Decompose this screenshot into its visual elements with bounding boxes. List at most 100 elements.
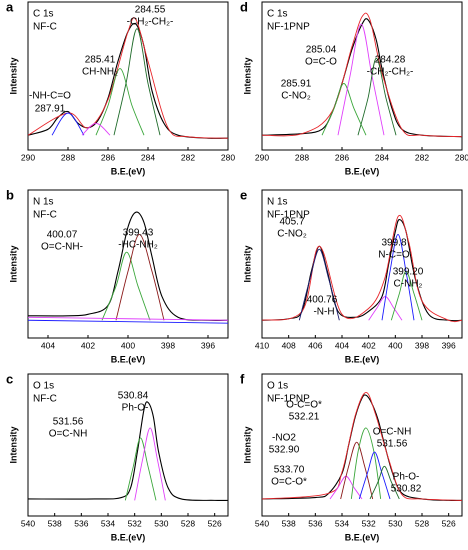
panel-title: N 1s bbox=[33, 197, 54, 208]
y-axis-label: Intensity bbox=[242, 426, 252, 463]
panel: a C 1s NF-C Intensity B.E.(eV) 290 288 286 284 28… bbox=[6, 0, 235, 176]
peak-annotation: O-C=O* bbox=[286, 400, 322, 411]
x-tick-label: 284 bbox=[141, 152, 155, 162]
x-tick-label: 280 bbox=[221, 152, 235, 162]
spectrum-line bbox=[28, 211, 228, 322]
x-tick-label: 536 bbox=[308, 518, 322, 528]
series-group bbox=[262, 392, 462, 502]
peak-annotation: 399.43 bbox=[123, 228, 154, 239]
peak-annotation: 284.28 bbox=[375, 55, 406, 66]
peak-annotation: -HC-NH₂ bbox=[118, 240, 158, 251]
y-axis-label: Intensity bbox=[8, 57, 18, 94]
x-tick-label: 532 bbox=[362, 518, 376, 528]
x-tick-label: 410 bbox=[255, 340, 269, 350]
peak-annotation: -NO2 bbox=[272, 433, 296, 444]
peak-annotation: -CH₂-CH₂- bbox=[367, 67, 414, 78]
peak-annotation: O=C-O* bbox=[271, 477, 307, 488]
panel-subtitle: NF-1PNP bbox=[267, 394, 310, 405]
peak-annotation: 531.56 bbox=[53, 417, 84, 428]
spectrum-line bbox=[115, 233, 165, 321]
spectrum-line bbox=[350, 427, 382, 500]
x-tick-label: 406 bbox=[308, 340, 322, 350]
spectrum-line bbox=[81, 122, 111, 136]
panel: f O 1s NF-1PNP Intensity B.E.(eV) 540 538 536 53… bbox=[240, 371, 463, 542]
panel-title: O 1s bbox=[33, 381, 54, 392]
x-tick-label: 528 bbox=[181, 518, 195, 528]
spectrum-line bbox=[124, 437, 157, 501]
spectrum-line bbox=[358, 451, 391, 500]
x-tick-label: 286 bbox=[101, 152, 115, 162]
peak-annotation: 287.91 bbox=[35, 104, 66, 115]
x-tick-label: 284 bbox=[375, 152, 389, 162]
spectrum-line bbox=[113, 28, 161, 136]
x-tick-label: 534 bbox=[101, 518, 115, 528]
x-tick-label: 540 bbox=[21, 518, 35, 528]
x-tick-label: 396 bbox=[442, 340, 456, 350]
spectrum-line bbox=[28, 401, 228, 502]
spectrum-line bbox=[95, 68, 145, 136]
panel-title: C 1s bbox=[33, 9, 54, 20]
spectrum-line bbox=[28, 22, 228, 139]
peak-annotation: 533.70 bbox=[274, 465, 305, 476]
spectrum-line bbox=[262, 394, 462, 502]
spectrum-line bbox=[134, 427, 166, 501]
plot-frame bbox=[261, 373, 463, 517]
y-axis-label: Intensity bbox=[8, 245, 18, 282]
x-tick-label: 526 bbox=[208, 518, 222, 528]
x-tick-label: 290 bbox=[255, 152, 269, 162]
series-group bbox=[28, 17, 228, 139]
peak-annotation: 405.7 bbox=[279, 217, 304, 228]
spectrum-line bbox=[329, 475, 363, 500]
peak-annotation: 532.90 bbox=[269, 445, 300, 456]
x-tick-label: 398 bbox=[161, 340, 175, 350]
panel-letter: c bbox=[6, 371, 13, 386]
panel: e N 1s NF-1PNP Intensity B.E.(eV) 410 408 406 40… bbox=[240, 187, 463, 364]
spectrum-line bbox=[340, 441, 374, 500]
panel-title: N 1s bbox=[267, 197, 288, 208]
peak-annotation: O=C-O bbox=[305, 57, 337, 68]
x-tick-label: 540 bbox=[255, 518, 269, 528]
peak-annotation: N-C=O bbox=[378, 250, 410, 261]
spectrum-line bbox=[381, 233, 415, 321]
series-group bbox=[262, 214, 462, 323]
series-group bbox=[28, 211, 228, 324]
peak-annotation: 399.8 bbox=[381, 238, 406, 249]
peak-annotation: -N-H bbox=[313, 307, 334, 318]
peak-annotation: CH-NH₂ bbox=[82, 67, 118, 78]
peak-annotation: 530.84 bbox=[118, 391, 149, 402]
x-tick-label: 530 bbox=[154, 518, 168, 528]
panel-title: O 1s bbox=[267, 381, 288, 392]
y-axis-label: Intensity bbox=[242, 245, 252, 282]
peak-annotation: 399.20 bbox=[393, 267, 424, 278]
spectrum-line bbox=[369, 465, 400, 500]
x-tick-label: 288 bbox=[61, 152, 75, 162]
x-axis-label: B.E.(eV) bbox=[111, 166, 146, 176]
spectrum-line bbox=[337, 23, 385, 136]
x-tick-label: 404 bbox=[41, 340, 55, 350]
x-tick-label: 290 bbox=[21, 152, 35, 162]
spectrum-line bbox=[368, 296, 403, 321]
y-axis-label: Intensity bbox=[8, 426, 18, 463]
panel-subtitle: NF-1PNP bbox=[267, 22, 310, 33]
panel-letter: b bbox=[6, 187, 14, 202]
panel: d C 1s NF-1PNP Intensity B.E.(eV) 290 288 286 28… bbox=[240, 0, 468, 176]
plot-frame bbox=[261, 189, 463, 339]
peak-annotation: C-NO₂ bbox=[281, 91, 311, 102]
panel-letter: f bbox=[240, 371, 245, 386]
x-tick-label: 532 bbox=[128, 518, 142, 528]
plot-frame bbox=[27, 373, 229, 517]
plot-frame bbox=[27, 1, 229, 151]
peak-annotation: 400.76 bbox=[307, 295, 338, 306]
panel-subtitle: NF-1PNP bbox=[267, 210, 310, 221]
series-group bbox=[262, 12, 462, 138]
peak-annotation: -NH-C=O bbox=[29, 91, 71, 102]
x-tick-label: 526 bbox=[442, 518, 456, 528]
x-tick-label: 534 bbox=[335, 518, 349, 528]
peak-annotation: Ph-O- bbox=[122, 403, 149, 414]
x-tick-label: 404 bbox=[335, 340, 349, 350]
plot-frame bbox=[261, 1, 463, 151]
peak-annotation: 531.56 bbox=[377, 439, 408, 450]
peak-annotation: 285.41 bbox=[85, 55, 116, 66]
peak-annotation: O=C-NH bbox=[373, 427, 412, 438]
panel-letter: d bbox=[240, 0, 248, 14]
